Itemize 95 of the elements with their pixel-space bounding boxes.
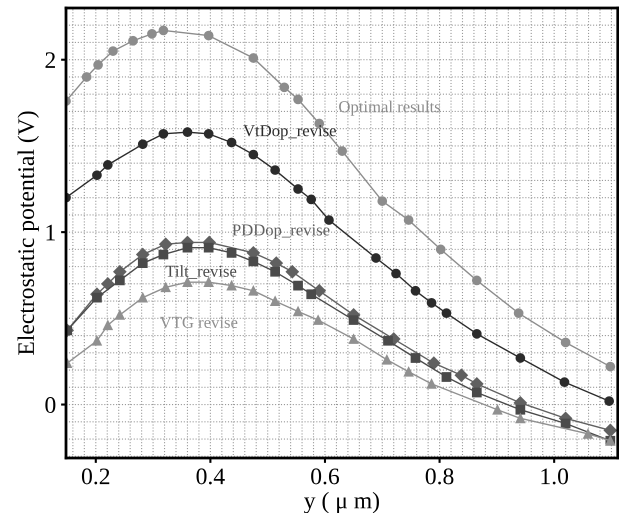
point [410,353,420,363]
point [270,266,280,277]
point [204,129,214,139]
point [182,242,192,253]
point [158,250,168,260]
point [313,315,323,325]
point [454,368,468,382]
point [270,165,280,175]
x-tick-label: 0.6 [311,468,340,484]
point [324,215,334,225]
point [337,146,348,156]
point [436,244,446,254]
point [383,336,393,346]
point [102,320,113,330]
series-label: VtDop_revise [243,125,336,140]
series-label: Tilt_revise [166,265,236,279]
point [377,196,388,206]
point [248,286,258,296]
point [158,26,168,36]
y-tick-label: 2 [46,52,55,68]
point [426,298,436,308]
point [306,289,316,300]
point [410,286,420,296]
point [147,29,157,39]
series-label: PDDop_revise [232,224,330,239]
x-tick-label: 0.8 [426,468,454,484]
point [306,194,316,204]
point [293,184,303,194]
point [442,372,452,382]
point [248,256,258,266]
y-tick-label: 1 [46,224,55,240]
point [128,36,138,46]
point [114,310,125,320]
point [382,354,392,365]
point [560,418,570,428]
point [515,404,526,415]
x-axis-title: y ( μ m) [304,492,379,513]
point [204,242,214,253]
point [515,413,526,424]
point [226,280,236,290]
x-tick-label: 0.2 [82,468,110,484]
point [604,396,614,406]
point [92,336,102,346]
point [515,353,526,363]
point [93,60,103,70]
point [442,308,452,318]
y-axis-title: Electrostatic potential (V) [18,111,39,355]
point [102,160,113,170]
point [492,404,502,415]
x-tick-label: 0.4 [196,468,225,484]
point [404,215,414,225]
point [427,356,440,370]
point [293,306,303,316]
point [604,424,617,437]
point [159,238,172,251]
point [270,296,280,306]
point [158,129,168,139]
point [391,268,401,278]
point [404,366,414,377]
point [92,292,102,303]
point [82,72,92,82]
point [248,150,258,160]
point [226,138,236,148]
point [138,292,148,303]
point [138,258,148,268]
point [92,170,102,180]
point [204,30,214,40]
point [605,362,616,372]
x-tick-label: 1.0 [541,468,568,484]
point [472,388,482,398]
point [114,276,125,286]
point [138,139,148,150]
point [101,277,114,290]
point [514,308,524,318]
point [182,127,192,137]
point [583,429,593,439]
point [279,82,290,92]
point [286,265,299,278]
point [472,329,482,339]
y-tick-label: 0 [45,397,56,413]
point [426,379,436,389]
point [108,46,118,56]
point [371,253,381,263]
point [348,334,358,344]
series-label: VTG revise [160,316,238,328]
point [248,53,258,63]
point [226,248,236,258]
series-label: Optimal results [339,100,440,116]
point [560,338,570,348]
point [560,377,570,387]
point [293,94,303,104]
point [293,280,303,290]
point [472,276,482,286]
point [348,315,358,325]
point [160,282,171,292]
